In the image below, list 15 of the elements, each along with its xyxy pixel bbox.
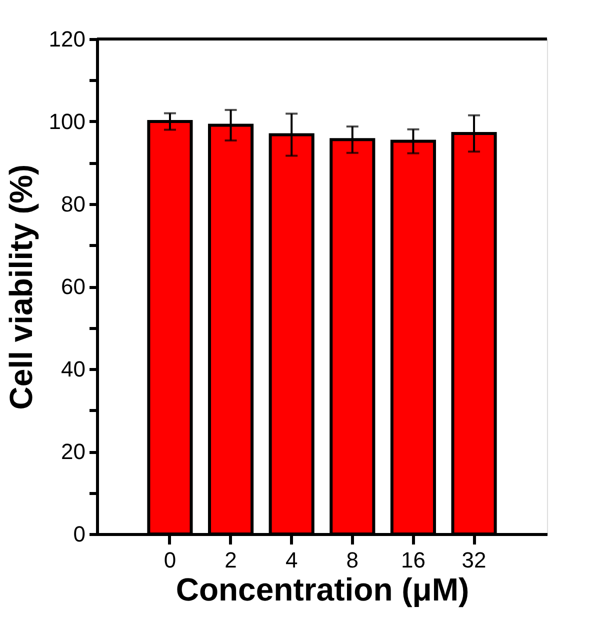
y-tick-label: 80: [61, 192, 86, 216]
y-tick-label: 20: [61, 439, 86, 464]
y-tick-label: 120: [48, 26, 86, 52]
x-axis-title: Concentration (μM): [176, 572, 470, 608]
y-tick-label: 60: [61, 274, 86, 299]
x-tick-label: 2: [224, 548, 237, 572]
y-axis-title: Cell viability (%): [2, 164, 39, 410]
y-tick-label: 40: [61, 356, 86, 382]
x-tick-label: 4: [285, 548, 298, 572]
x-tick-label: 16: [400, 548, 426, 572]
x-tick-label: 0: [164, 548, 176, 572]
y-tick-label: 0: [73, 522, 86, 546]
y-tick-label: 100: [48, 109, 86, 134]
x-tick-label: 8: [346, 548, 359, 572]
x-tick-label: 32: [462, 548, 486, 572]
